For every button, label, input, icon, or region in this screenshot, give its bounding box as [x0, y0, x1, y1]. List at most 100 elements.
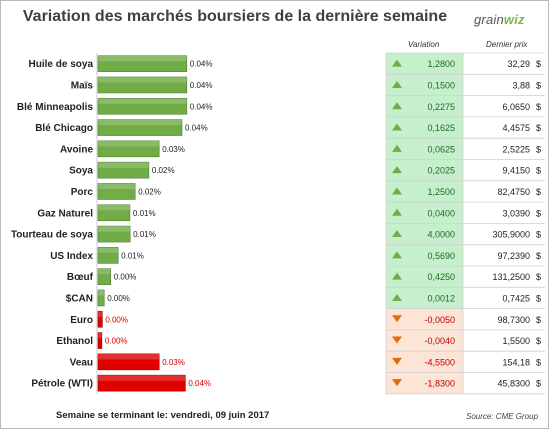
currency-symbol: $ — [536, 293, 541, 303]
bar-highlight — [98, 353, 160, 360]
currency-symbol: $ — [536, 59, 541, 69]
bar-value-label: 0.04% — [188, 379, 211, 388]
bar — [97, 119, 183, 136]
last-price-value: 3,88 — [512, 80, 530, 90]
bar-value-label: 0.02% — [152, 166, 175, 175]
down-arrow-icon — [392, 336, 402, 344]
bar-highlight — [98, 289, 105, 296]
currency-symbol: $ — [536, 336, 541, 346]
currency-symbol: $ — [536, 208, 541, 218]
last-price-value: 305,9000 — [492, 230, 530, 240]
bar — [97, 55, 188, 72]
variation-value: 0,0625 — [427, 144, 455, 154]
category-label: Veau — [70, 357, 93, 368]
bar — [97, 140, 160, 158]
category-label: Ethanol — [56, 336, 93, 347]
last-price-value: 45,8300 — [497, 379, 530, 389]
category-label: Huile de soya — [29, 59, 94, 70]
bar — [97, 247, 119, 264]
variation-cell — [386, 329, 463, 352]
bar-highlight — [98, 119, 182, 126]
category-label: Euro — [70, 315, 93, 326]
variation-cell — [386, 95, 463, 117]
bar-highlight — [98, 375, 186, 381]
category-label: Soya — [69, 166, 93, 177]
bar — [97, 225, 131, 243]
currency-symbol: $ — [536, 315, 541, 325]
bar — [97, 161, 150, 179]
bar-highlight — [98, 268, 111, 275]
down-arrow-icon — [392, 379, 402, 387]
category-label: Avoine — [60, 144, 93, 155]
currency-symbol: $ — [536, 230, 541, 240]
down-arrow-icon — [392, 315, 402, 323]
up-arrow-icon — [392, 80, 402, 88]
currency-symbol: $ — [536, 166, 541, 176]
bar — [97, 204, 131, 222]
column-header-price: Dernier prix — [486, 40, 528, 49]
up-arrow-icon — [392, 144, 402, 152]
up-arrow-icon — [392, 187, 402, 195]
variation-value: 0,0400 — [427, 208, 455, 218]
variation-value: 1,2800 — [427, 59, 455, 69]
bar-value-label: 0.00% — [105, 337, 128, 346]
category-label: $CAN — [66, 293, 93, 304]
logo-text-grain: grain — [474, 12, 504, 27]
currency-symbol: $ — [536, 187, 541, 197]
category-label: Tourteau de soya — [11, 230, 93, 241]
variation-cell — [386, 244, 463, 266]
currency-symbol: $ — [536, 123, 541, 133]
category-label: Maïs — [71, 80, 94, 91]
bar-value-label: 0.01% — [133, 230, 156, 239]
bar-highlight — [98, 55, 187, 62]
variation-value: 4,0000 — [427, 230, 455, 240]
currency-symbol: $ — [536, 251, 541, 261]
variation-cell — [386, 53, 463, 75]
bar-highlight — [98, 98, 187, 104]
variation-cell — [386, 372, 463, 394]
bar-value-label: 0.04% — [185, 124, 208, 133]
bar — [97, 289, 105, 307]
category-label: US Index — [50, 251, 93, 262]
variation-value: 0,1500 — [427, 80, 455, 90]
up-arrow-icon — [392, 102, 402, 110]
variation-value: 0,2275 — [427, 102, 455, 112]
variation-cell — [386, 266, 463, 288]
up-arrow-icon — [392, 293, 402, 301]
variation-value: 0,4250 — [427, 272, 455, 282]
last-price-value: 0,7425 — [502, 293, 530, 303]
bar-highlight — [98, 162, 149, 168]
up-arrow-icon — [392, 251, 402, 259]
bar — [97, 374, 186, 392]
variation-cell — [386, 202, 463, 224]
last-price-value: 2,5225 — [502, 144, 530, 154]
bar — [97, 310, 103, 328]
variation-cell — [386, 138, 463, 160]
variation-cell — [386, 351, 463, 373]
last-price-value: 1,5500 — [502, 336, 530, 346]
bar-value-label: 0.04% — [190, 60, 213, 69]
bar-highlight — [98, 76, 187, 83]
bar-value-label: 0.03% — [162, 358, 185, 367]
currency-symbol: $ — [536, 357, 541, 367]
variation-value: 0,2025 — [427, 166, 455, 176]
currency-symbol: $ — [536, 272, 541, 282]
column-header-variation: Variation — [408, 40, 440, 49]
category-label: Blé Minneapolis — [17, 102, 94, 113]
bar — [97, 183, 136, 200]
currency-symbol: $ — [536, 379, 541, 389]
last-price-value: 32,29 — [507, 59, 530, 69]
variation-cell — [386, 308, 463, 330]
down-arrow-icon — [392, 357, 402, 365]
source-label: Source: CME Group — [466, 412, 539, 421]
variation-cell — [386, 159, 463, 181]
last-price-value: 131,2500 — [492, 272, 530, 282]
up-arrow-icon — [392, 166, 402, 174]
currency-symbol: $ — [536, 80, 541, 90]
variation-value: 0,1625 — [427, 123, 455, 133]
bar-highlight — [98, 140, 160, 147]
variation-cell — [386, 180, 463, 203]
bar-value-label: 0.03% — [162, 145, 185, 154]
bar — [97, 353, 160, 371]
up-arrow-icon — [392, 208, 402, 216]
